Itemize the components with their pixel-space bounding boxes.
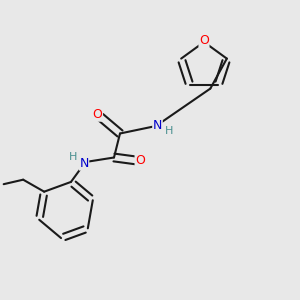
Text: N: N [153,118,162,132]
Text: O: O [135,154,145,167]
Text: O: O [93,108,102,121]
Text: O: O [199,34,209,47]
Text: H: H [69,152,78,162]
Text: H: H [165,125,173,136]
Text: N: N [79,157,89,170]
